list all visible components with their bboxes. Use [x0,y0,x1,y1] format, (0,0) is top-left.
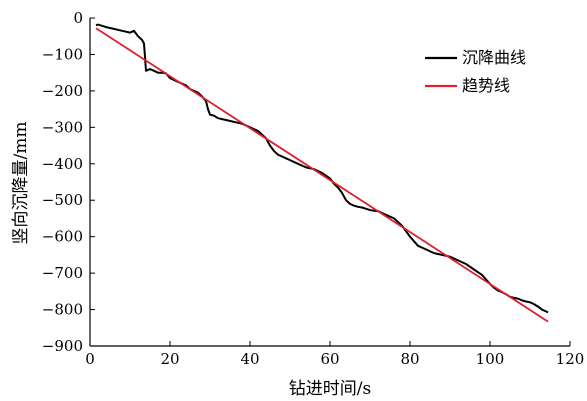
x-tick-label: 60 [320,350,339,368]
y-tick-label: −500 [42,191,83,209]
y-tick-label: −800 [42,301,83,319]
series-line-settlement [95,23,549,314]
axes [89,17,571,347]
series-line-trend [95,27,549,323]
x-tick-label: 120 [556,350,585,368]
y-tick-label: −900 [42,337,83,355]
x-tick-label: 100 [476,350,505,368]
y-tick-label: −700 [42,264,83,282]
y-tick-label: −200 [42,82,83,100]
x-tick-label: 20 [160,350,179,368]
x-axis-title: 钻进时间/s [289,379,371,399]
y-tick-label: −100 [42,45,83,63]
y-tick-label: −300 [42,118,83,136]
y-tick-label: 0 [73,9,83,27]
x-tick-label: 40 [240,350,259,368]
legend: 沉降曲线 趋势线 [425,48,526,95]
y-axis-title: 竖向沉降量/mm [11,122,31,245]
plot-area [95,23,549,323]
legend-label-settlement: 沉降曲线 [462,48,526,67]
x-tick-label: 80 [400,350,419,368]
y-tick-label: −400 [42,155,83,173]
legend-label-trend: 趋势线 [462,76,510,95]
y-tick-label: −600 [42,228,83,246]
x-tick-label: 0 [85,350,95,368]
